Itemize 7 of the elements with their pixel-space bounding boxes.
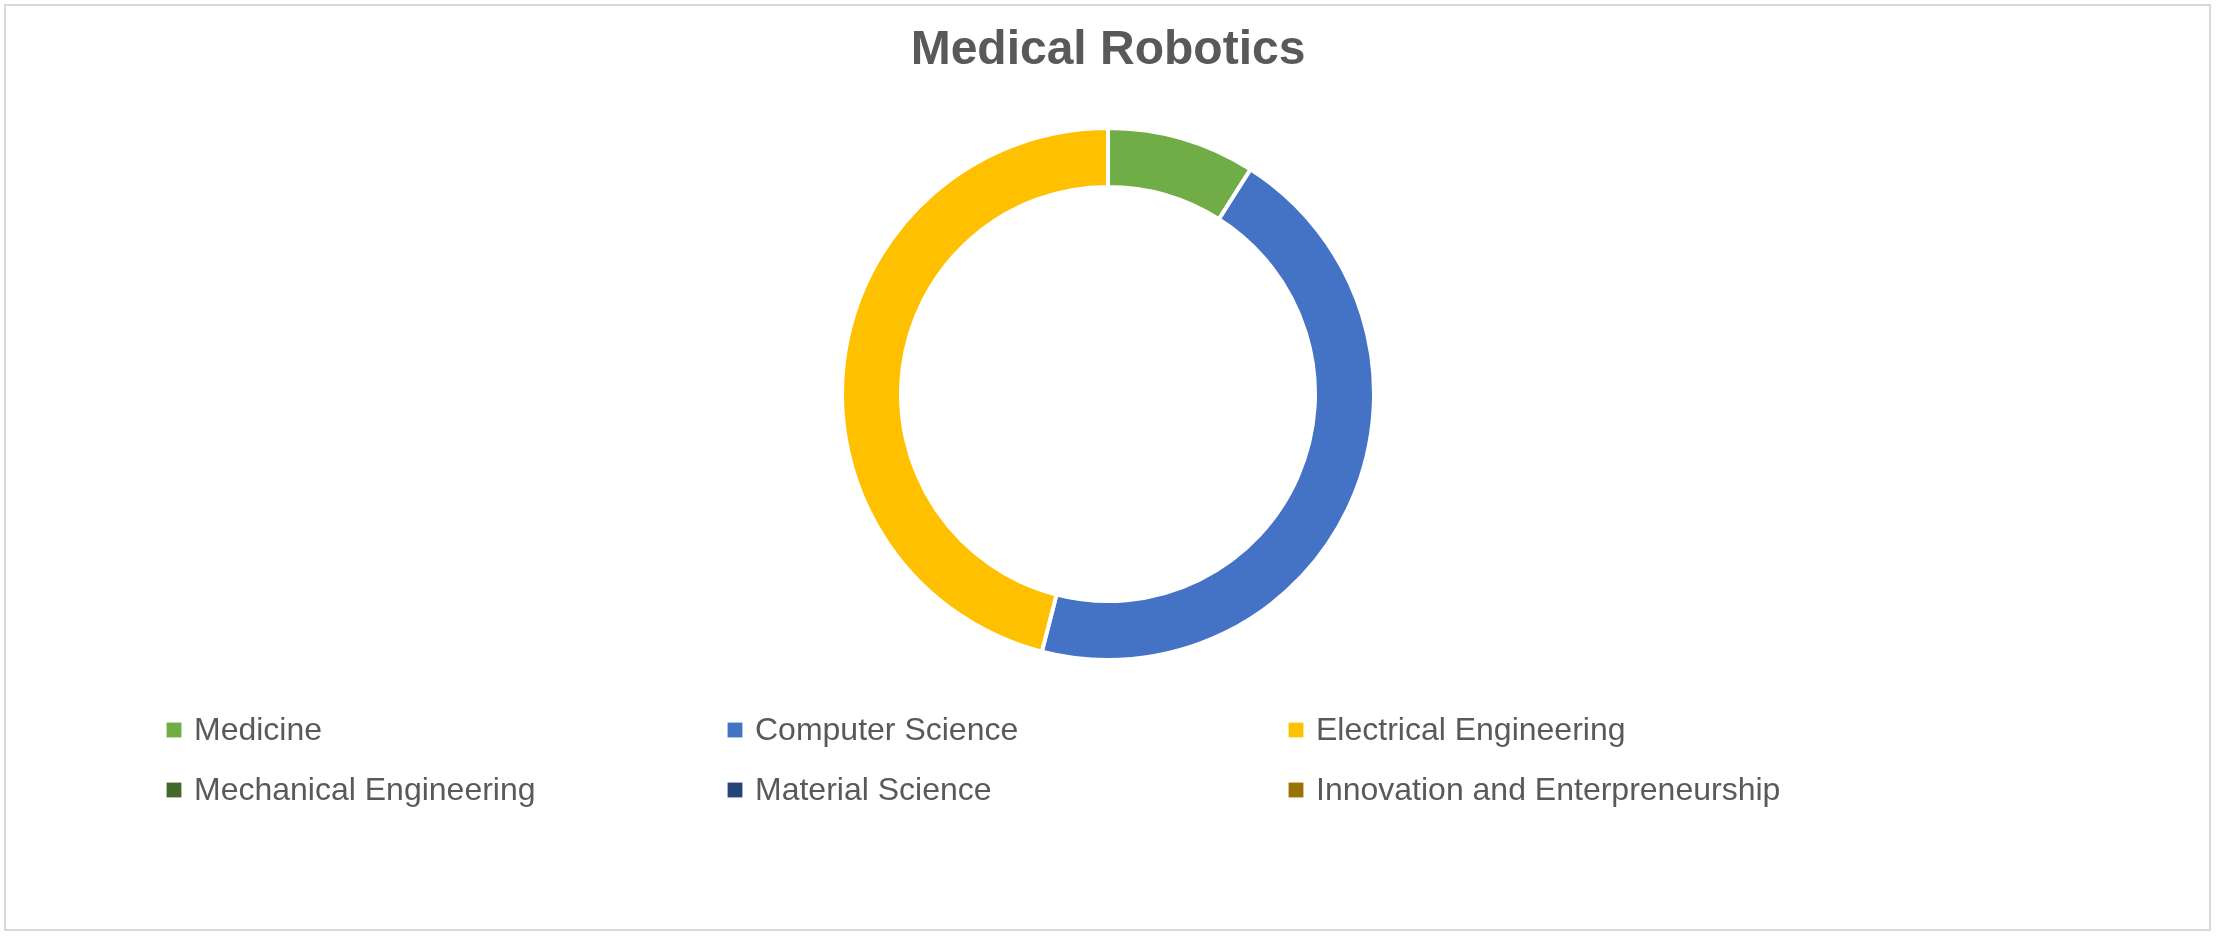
legend-label: Mechanical Engineering <box>193 771 536 807</box>
legend-label: Material Science <box>754 771 992 807</box>
legend-label: Electrical Engineering <box>1315 711 1625 747</box>
legend-label: Innovation and Enterpreneurship <box>1315 771 1780 807</box>
legend-label: Medicine <box>193 711 322 747</box>
legend-label: Computer Science <box>754 711 1018 747</box>
chart-title: Medical Robotics <box>910 21 1305 74</box>
